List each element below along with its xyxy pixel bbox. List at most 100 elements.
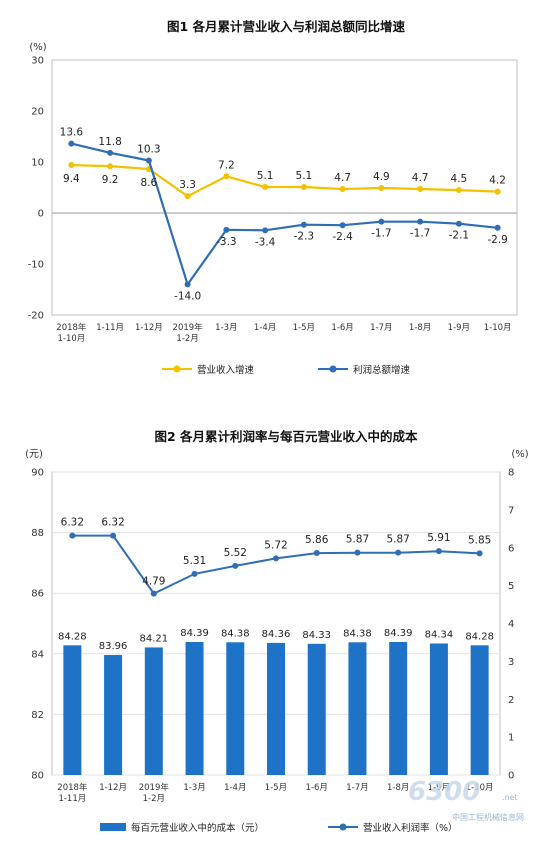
chart2-x-tick-label: 1-6月: [306, 783, 328, 793]
cost-bar-label: 84.28: [58, 631, 87, 642]
revenue-data-label: 3.3: [179, 179, 196, 191]
chart2-x-tick-label: 1-12月: [99, 783, 127, 793]
chart1-x-tick-label: 1-7月: [370, 323, 392, 333]
revenue-point: [494, 188, 501, 195]
profit-rate-point: [476, 550, 483, 557]
chart1-x-tick-label: 2018年 1-10月: [56, 322, 87, 344]
profit-data-label: -14.0: [174, 290, 201, 302]
revenue-data-label: 8.6: [141, 177, 158, 189]
profit-growth-line: [71, 142, 498, 287]
profit-rate-point: [273, 555, 279, 562]
chart2-y-right-tick-label: 1: [508, 733, 514, 744]
profit-point: [262, 227, 269, 234]
cost-bar: [226, 642, 245, 775]
cost-bar: [470, 645, 489, 775]
profit-data-label: -2.9: [487, 234, 508, 246]
chart1-y-unit: (%): [29, 42, 46, 53]
profit-data-label: 11.8: [98, 136, 121, 148]
cost-bar: [185, 641, 204, 775]
chart1-y-tick-label: 0: [38, 209, 44, 220]
profit-rate-label: 5.87: [346, 534, 369, 546]
cost-bar: [144, 647, 163, 775]
legend-revenue-marker: [173, 365, 181, 373]
revenue-data-label: 7.2: [218, 159, 235, 171]
chart2-y-left-tick-label: 82: [31, 710, 44, 721]
revenue-point: [417, 186, 424, 193]
legend-profit-rate-marker: [339, 823, 347, 831]
chart1-y-axis: -20 -10 0 10 20 30: [28, 56, 44, 322]
chart2-x-tick-label: 1-9月: [428, 783, 450, 793]
profit-point: [68, 140, 75, 147]
revenue-data-label: 4.9: [373, 171, 390, 183]
chart2-y-right-tick-label: 6: [508, 543, 514, 554]
legend-profit-marker: [329, 365, 337, 373]
chart1-series: 9.4 9.2 8.6 3.3 7.2 5.1 5.1 4.7 4.9 4.7 4.5 4.2 13.6…: [60, 127, 508, 303]
cost-bar: [348, 642, 367, 775]
profit-point: [223, 226, 230, 233]
revenue-data-label: 4.5: [451, 173, 468, 185]
profit-rate-label: 5.72: [264, 539, 287, 551]
profit-data-label: -1.7: [410, 228, 431, 240]
chart2-profit-rate-line: 6.32 6.32 4.79 5.31 5.52 5.72 5.86 5.87 5.87 5.91…: [61, 517, 491, 597]
chart2-y-left-tick-label: 90: [31, 468, 44, 479]
cost-bar-label: 84.34: [425, 629, 454, 640]
chart1-x-tick-label: 1-8月: [409, 323, 431, 333]
profit-data-label: -1.7: [371, 228, 392, 240]
revenue-point: [455, 187, 462, 194]
chart2-y-left-tick-label: 86: [31, 589, 44, 600]
profit-rate-label: 5.85: [468, 534, 491, 546]
profit-rate-point: [354, 549, 361, 556]
revenue-data-label: 4.7: [334, 172, 351, 184]
watermark-site: 中国工程机械信息网: [452, 812, 524, 822]
revenue-point: [107, 163, 114, 170]
cost-bar: [307, 643, 326, 775]
profit-rate-label: 5.87: [386, 534, 409, 546]
chart1-title: 图1 各月累计营业收入与利润总额同比增速: [167, 19, 406, 34]
chart2-y-right-tick-label: 3: [508, 657, 514, 668]
profit-data-label: -2.1: [449, 230, 470, 242]
chart2-x-tick-label: 1-7月: [346, 783, 368, 793]
cost-bar-label: 84.21: [139, 633, 168, 644]
chart1-x-axis: 2018年 1-10月 1-11月 1-12月 2019年 1-2月 1-3月 1-4月 1-5…: [56, 322, 511, 344]
chart2-x-axis: 2018年 1-11月 1-12月 2019年 1-2月 1-3月 1-4月 1-5月 1-6月…: [57, 782, 493, 804]
profit-rate-point: [232, 562, 239, 569]
cost-bar-label: 84.36: [262, 629, 291, 640]
profit-rate-label: 6.32: [101, 517, 124, 529]
cost-bar-label: 84.38: [343, 628, 372, 639]
profit-rate-label: 4.79: [142, 576, 165, 588]
chart2-y-left-tick-label: 80: [31, 771, 44, 782]
chart2-x-tick-label: 1-8月: [387, 783, 409, 793]
chart2-legend: 每百元营业收入中的成本（元） 营业收入利润率（%）: [100, 822, 458, 834]
site-watermark: 6300 .net 中国工程机械信息网: [408, 777, 524, 822]
legend-revenue-label: 营业收入增速: [197, 364, 255, 376]
chart2-y-left-tick-label: 88: [31, 528, 44, 539]
chart1-y-tick-label: 30: [31, 56, 44, 67]
profit-point: [417, 218, 424, 225]
revenue-data-label: 9.4: [63, 173, 80, 185]
chart1-y-tick-label: 20: [31, 107, 44, 118]
chart2-y-axes: 80 82 84 86 88 90 0 1 2 3 4 5 6 7 8: [31, 468, 514, 782]
revenue-data-label: 4.7: [412, 172, 429, 184]
revenue-point: [68, 162, 75, 169]
profit-rate-point: [191, 570, 198, 577]
cost-bar-label: 84.39: [384, 628, 413, 639]
revenue-data-label: 5.1: [257, 170, 274, 182]
chart1: 图1 各月累计营业收入与利润总额同比增速 (%) -20 -10 0 10 20 30 2…: [28, 19, 518, 376]
profit-rate-label: 5.91: [427, 532, 450, 544]
revenue-point: [262, 183, 269, 190]
chart1-x-tick-label: 1-4月: [254, 323, 276, 333]
chart1-x-tick-label: 1-5月: [293, 323, 315, 333]
profit-point: [145, 157, 152, 164]
revenue-growth-line: [71, 164, 498, 198]
chart2: 图2 各月累计利润率与每百元营业收入中的成本 (元) (%) 808284868…: [25, 429, 529, 834]
chart1-y-tick-label: -10: [28, 260, 44, 271]
chart2-y-right-unit: (%): [511, 449, 528, 460]
chart2-y-right-tick-label: 0: [508, 771, 514, 782]
legend-profit-label: 利润总额增速: [353, 364, 411, 376]
profit-rate-point: [69, 532, 76, 539]
chart2-y-right-tick-label: 4: [508, 619, 514, 630]
revenue-point: [300, 183, 307, 190]
profit-data-label: -3.4: [255, 236, 276, 248]
revenue-data-label: 5.1: [296, 170, 313, 182]
chart1-x-tick-label: 1-11月: [96, 323, 124, 333]
